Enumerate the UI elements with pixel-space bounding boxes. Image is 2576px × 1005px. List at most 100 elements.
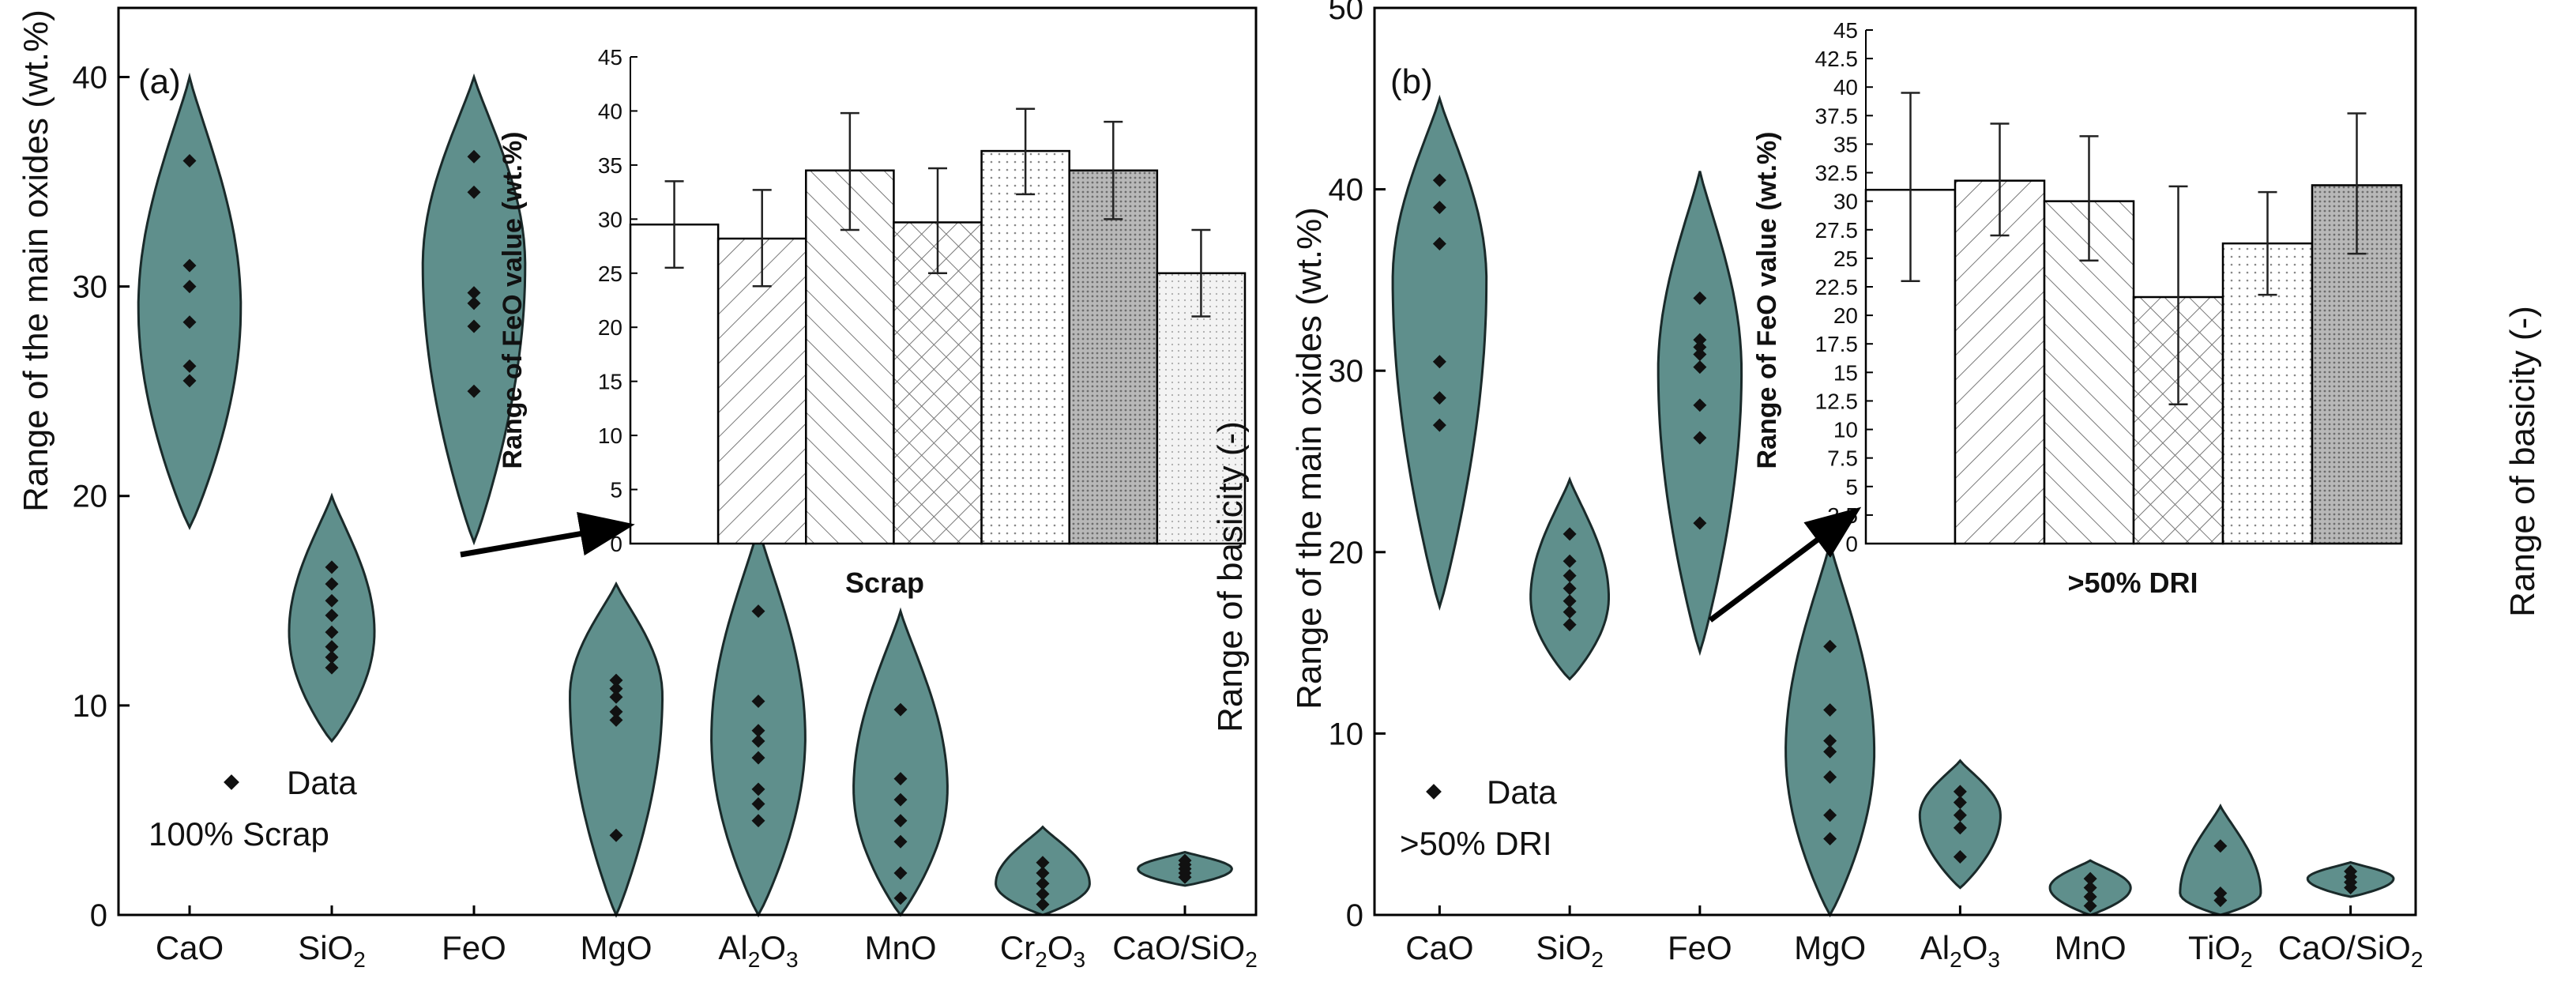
data-point bbox=[1823, 832, 1837, 846]
y-tick-label: 40 bbox=[73, 60, 108, 95]
data-point bbox=[893, 772, 908, 786]
inset-y-tick-label: 12.5 bbox=[1815, 389, 1859, 413]
data-point bbox=[751, 751, 765, 765]
inset-y-tick-label: 7.5 bbox=[1827, 446, 1858, 471]
x-category-label: CaO/SiO2 bbox=[2278, 929, 2424, 972]
inset-y-tick-label: 20 bbox=[1833, 303, 1858, 328]
data-point bbox=[893, 814, 908, 828]
data-point bbox=[1563, 582, 1577, 596]
y-tick-label: 10 bbox=[73, 689, 108, 724]
data-point bbox=[2213, 886, 2228, 900]
inset-y-tick-label: 30 bbox=[598, 207, 622, 231]
data-point bbox=[182, 374, 197, 388]
inset-y-tick-label: 0 bbox=[1845, 532, 1858, 556]
inset-y-tick-label: 40 bbox=[598, 99, 622, 123]
data-point bbox=[609, 673, 623, 687]
inset-bar bbox=[629, 223, 720, 545]
data-point bbox=[325, 577, 339, 591]
data-point bbox=[751, 796, 765, 811]
violin-CaO bbox=[1391, 94, 1488, 611]
panel-a-legend-marker bbox=[224, 774, 239, 790]
inset-y-tick-label: 15 bbox=[1833, 360, 1858, 385]
y-tick-label: 10 bbox=[1329, 717, 1364, 751]
data-point bbox=[1953, 808, 1967, 822]
data-point bbox=[1693, 431, 1707, 445]
panel-b-label: (b) bbox=[1390, 62, 1433, 101]
data-point bbox=[182, 258, 197, 273]
panel-a-legend: Data 100% Scrap bbox=[149, 764, 357, 853]
panel-b-inset-bars bbox=[1864, 92, 2403, 545]
data-point bbox=[2083, 881, 2097, 895]
inset-bar bbox=[716, 237, 807, 545]
inset-y-tick-label: 15 bbox=[598, 370, 622, 394]
inset-y-tick-label: 45 bbox=[1833, 18, 1858, 43]
x-category-label: CaO bbox=[1405, 929, 1473, 966]
data-point bbox=[1563, 527, 1577, 541]
data-point bbox=[182, 154, 197, 168]
y-tick-label: 50 bbox=[1329, 0, 1364, 26]
data-point bbox=[2213, 839, 2228, 853]
violin-MgO bbox=[1784, 542, 1876, 918]
panel-b-legend: Data >50% DRI bbox=[1400, 774, 1557, 862]
data-point bbox=[1563, 554, 1577, 568]
data-point bbox=[2083, 871, 2097, 886]
data-point bbox=[2213, 894, 2228, 908]
data-point bbox=[609, 690, 623, 704]
violin-MgO bbox=[568, 581, 664, 918]
data-point bbox=[325, 608, 339, 623]
data-point bbox=[1823, 808, 1837, 822]
inset-y-tick-label: 5 bbox=[610, 478, 622, 502]
data-point bbox=[1823, 734, 1837, 748]
inset-bar bbox=[1156, 272, 1247, 545]
data-point bbox=[1953, 785, 1967, 799]
panel-b-inset-yticks: 02.557.51012.51517.52022.52527.53032.535… bbox=[1815, 18, 1873, 556]
data-point bbox=[609, 705, 623, 719]
data-point bbox=[1036, 856, 1050, 870]
data-point bbox=[1178, 853, 1192, 868]
data-point bbox=[325, 593, 339, 608]
panel-a-inset: 0 5 10 15 20 25 30 35 40 45 Range of FeO value (w… bbox=[460, 45, 1247, 599]
x-category-label: FeO bbox=[1668, 929, 1732, 966]
panel-a-inset-bars bbox=[629, 107, 1247, 545]
data-point bbox=[325, 650, 339, 664]
panel-b-inset-ylabel: Range of FeO value (wt.%) bbox=[1752, 132, 1782, 469]
inset-y-tick-label: 20 bbox=[598, 315, 622, 340]
panel-b-outer-left-label: Range of basicity (-) bbox=[1211, 421, 1250, 732]
data-point bbox=[751, 604, 765, 619]
data-point bbox=[2344, 864, 2358, 879]
panel-a-yticks: 0 10 20 30 40 bbox=[73, 60, 130, 933]
panel-b-right-ylabel: Range of basicity (-) bbox=[2503, 306, 2542, 617]
data-point bbox=[467, 185, 481, 199]
panel-b-ylabel: Range of the main oxides (wt.%) bbox=[1290, 207, 1329, 710]
panel-b-legend-data-label: Data bbox=[1487, 774, 1557, 811]
data-point bbox=[182, 315, 197, 329]
x-category-label: Cr2O3 bbox=[1000, 929, 1085, 972]
data-point bbox=[182, 359, 197, 373]
data-point bbox=[893, 702, 908, 717]
inset-y-tick-label: 35 bbox=[1833, 132, 1858, 156]
data-point bbox=[751, 814, 765, 828]
data-point bbox=[467, 296, 481, 311]
panel-a-violins bbox=[137, 72, 1233, 918]
panel-b-plot-frame bbox=[1373, 6, 2417, 917]
y-tick-label: 20 bbox=[73, 480, 108, 514]
data-point bbox=[893, 891, 908, 905]
panel-a-arrow bbox=[460, 512, 635, 558]
data-point bbox=[1432, 418, 1446, 432]
inset-bar bbox=[1068, 169, 1159, 545]
data-point bbox=[609, 682, 623, 696]
data-point bbox=[325, 640, 339, 654]
x-category-label: SiO2 bbox=[1536, 929, 1604, 972]
data-point bbox=[325, 661, 339, 675]
x-category-label: MgO bbox=[580, 929, 652, 966]
data-point bbox=[1036, 887, 1050, 901]
panel-a-plot-frame bbox=[117, 6, 1258, 917]
data-point bbox=[467, 384, 481, 398]
x-category-label: Al2O3 bbox=[718, 929, 798, 972]
data-point bbox=[1036, 866, 1050, 880]
data-point bbox=[1823, 770, 1837, 784]
inset-y-tick-label: 25 bbox=[598, 262, 622, 286]
panel-b-legend-marker bbox=[1426, 784, 1442, 800]
panel-a-legend-note: 100% Scrap bbox=[149, 815, 329, 853]
